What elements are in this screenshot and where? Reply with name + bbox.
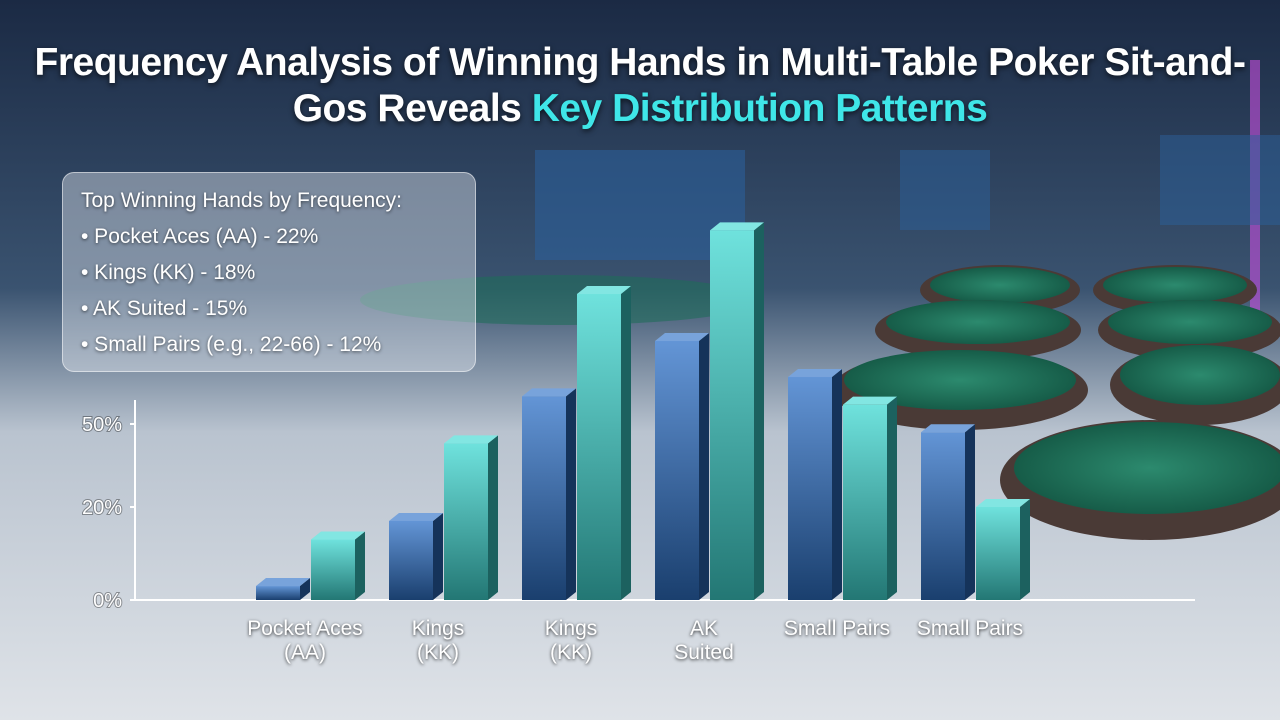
title-block: Frequency Analysis of Winning Hands in M… (0, 40, 1280, 132)
bar-side (355, 531, 365, 600)
bar (843, 404, 887, 600)
bar-group (788, 368, 842, 600)
bar-top (710, 222, 764, 231)
bar-side (832, 368, 842, 600)
bar-group (976, 499, 1030, 600)
bar (710, 230, 754, 601)
bar-side (965, 424, 975, 600)
screen (1160, 135, 1280, 225)
bar-top (522, 388, 576, 397)
info-item: • Small Pairs (e.g., 22-66) - 12% (81, 333, 382, 356)
bar-top (256, 578, 310, 587)
bar-group (311, 531, 365, 600)
bar-side (887, 396, 897, 600)
bar (788, 376, 832, 600)
bar (444, 443, 488, 600)
bar-group (710, 222, 764, 601)
bar (311, 539, 355, 600)
y-tick-label: 20% (82, 497, 122, 519)
table (360, 275, 760, 325)
bar (256, 586, 300, 600)
bar-top (577, 285, 631, 294)
bar-group (444, 435, 498, 600)
screen (900, 150, 990, 230)
bar-top (311, 531, 365, 540)
bar-side (433, 512, 443, 600)
bar-group (921, 424, 975, 600)
bar-top (976, 499, 1030, 507)
chart-title: Frequency Analysis of Winning Hands in M… (34, 41, 1246, 130)
bar-side (621, 285, 631, 600)
bar-top (843, 396, 897, 405)
bar (921, 432, 965, 600)
x-tick-label: AK Suited (674, 617, 734, 664)
bar-side (488, 435, 498, 600)
bar-side (1020, 499, 1030, 600)
bar-group (256, 578, 310, 600)
bar-top (655, 333, 709, 341)
chart-title-highlight: Key Distribution Patterns (531, 87, 988, 130)
bar-side (566, 388, 576, 600)
x-tick-label: Kings (KK) (411, 617, 465, 664)
bar-side (300, 578, 310, 600)
bar (389, 520, 433, 600)
bar (577, 293, 621, 600)
bar-side (699, 333, 709, 600)
info-box: Top Winning Hands by Frequency: • Pocket… (62, 172, 476, 372)
poker-tables (832, 265, 1280, 540)
bar (522, 396, 566, 600)
bar-top (444, 435, 498, 444)
bar-group (655, 333, 709, 600)
bar-group (843, 396, 897, 600)
bar-side (754, 222, 764, 601)
info-heading: Top Winning Hands by Frequency: (81, 189, 402, 212)
x-tick-label: Kings (KK) (544, 617, 598, 664)
info-item: • Pocket Aces (AA) - 22% (81, 225, 319, 248)
bar-group (389, 512, 443, 600)
bar-top (788, 368, 842, 377)
y-tick-label: 0% (93, 590, 122, 612)
x-tick-label: Small Pairs (783, 617, 891, 640)
y-tick-label: 50% (82, 414, 122, 436)
x-tick-label: Pocket Aces (AA) (247, 617, 363, 664)
bar-top (389, 512, 443, 521)
bar-top (921, 424, 975, 433)
info-item: • Kings (KK) - 18% (81, 261, 256, 284)
bar-group (522, 388, 576, 600)
info-item: • AK Suited - 15% (81, 297, 248, 320)
bar-group (577, 285, 631, 600)
x-tick-label: Small Pairs (916, 617, 1024, 640)
bar (655, 341, 699, 600)
bar (976, 507, 1020, 600)
